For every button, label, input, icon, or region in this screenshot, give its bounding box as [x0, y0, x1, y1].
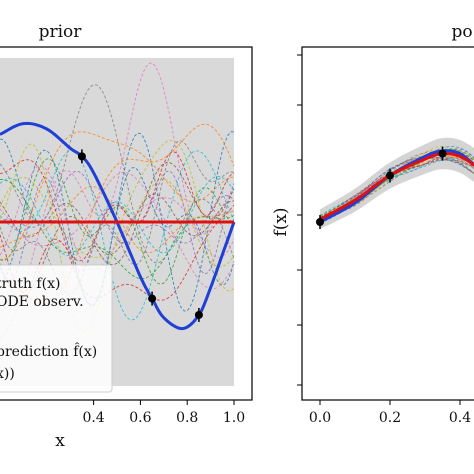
posterior-plot-area: 0.0 0.2 0.4: [297, 46, 474, 426]
prior-sample-path: [0, 62, 235, 339]
prior-sample-path: [0, 151, 235, 293]
posterior-truth-line: [319, 149, 474, 224]
legend-frame: [0, 264, 113, 393]
prior-sample-path: [0, 165, 235, 271]
prior-x-tick-label: 1.0: [223, 410, 245, 426]
prior-sample-path: [0, 159, 235, 301]
posterior-observation-point: [438, 149, 447, 158]
legend-entry-truth: truth f(x): [0, 276, 60, 292]
posterior-observation-point: [386, 171, 394, 180]
posterior-x-tick-label: 0.2: [379, 410, 401, 426]
prior-sample-path: [0, 139, 235, 332]
posterior-x-tick-label: 0.0: [309, 410, 331, 426]
truth-line: [0, 121, 236, 331]
prior-sample-path: [0, 140, 235, 295]
prior-x-tick-label: 0.6: [129, 410, 151, 426]
posterior-observation-point: [316, 218, 324, 226]
prior-sample-path: [0, 193, 234, 256]
posterior-sample-path: [319, 148, 474, 222]
posterior-y-axis-label: f(x): [271, 207, 291, 236]
prior-x-tick-label: 0.4: [82, 410, 104, 426]
posterior-sample-path: [319, 157, 474, 223]
prior-sample-path: [0, 176, 235, 268]
posterior-axes-frame: [301, 46, 474, 401]
prior-legend: truth f(x) ODE observ. prediction f̂(x) …: [0, 264, 113, 393]
observation-point: [148, 294, 157, 303]
prior-x-tick-label: 0.8: [176, 410, 198, 426]
prior-title: prior: [39, 22, 83, 42]
observation-point: [77, 152, 86, 161]
prior-sample-path: [0, 170, 235, 281]
posterior-panel: po 0.0 0.2 0.4 f(x): [271, 22, 474, 426]
legend-entry-observations: ODE observ.: [0, 294, 84, 310]
prior-sample-path: [0, 161, 235, 299]
posterior-title: po: [451, 22, 472, 42]
posterior-sample-path: [319, 153, 474, 223]
prior-sample-path: [0, 150, 235, 321]
prior-sample-path: [0, 176, 235, 257]
posterior-x-tick-label: 0.4: [449, 410, 471, 426]
posterior-band: [320, 137, 474, 230]
legend-entry-interval: x)): [0, 366, 15, 382]
prior-sample-path: [0, 171, 235, 290]
legend-entry-prediction: prediction f̂(x): [0, 342, 97, 360]
prior-sample-path: [0, 123, 235, 305]
prior-sample-path: [0, 170, 235, 244]
prior-axes-frame: [0, 46, 253, 401]
observation-point: [194, 310, 203, 319]
prior-x-axis-label: x: [55, 431, 65, 451]
posterior-prediction-line: [319, 151, 474, 221]
